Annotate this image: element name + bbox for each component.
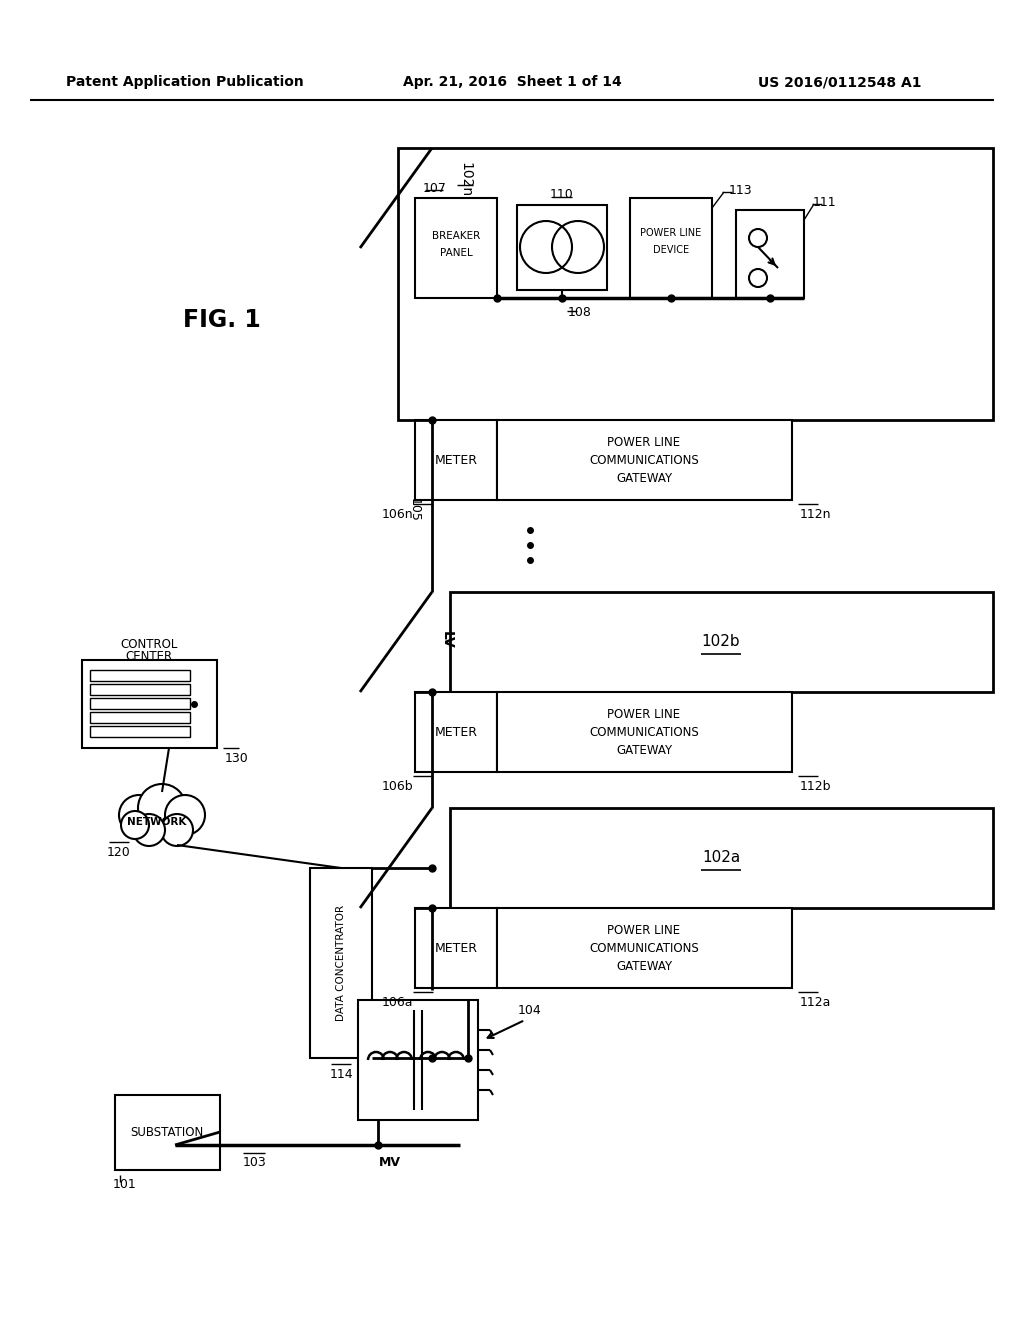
Bar — [415, 420, 497, 500]
Text: POWER LINE: POWER LINE — [640, 228, 701, 238]
Text: 104: 104 — [518, 1003, 542, 1016]
Bar — [90, 726, 190, 737]
Bar — [82, 660, 217, 748]
Text: COMMUNICATIONS: COMMUNICATIONS — [589, 454, 698, 466]
Text: 105: 105 — [408, 498, 421, 521]
Text: COMMUNICATIONS: COMMUNICATIONS — [589, 941, 698, 954]
Text: COMMUNICATIONS: COMMUNICATIONS — [589, 726, 698, 738]
Bar — [415, 908, 497, 987]
Circle shape — [121, 810, 150, 840]
Text: 112b: 112b — [800, 780, 831, 792]
Text: BREAKER: BREAKER — [432, 231, 480, 242]
Text: 106n: 106n — [381, 507, 413, 520]
Circle shape — [133, 814, 165, 846]
Text: US 2016/0112548 A1: US 2016/0112548 A1 — [758, 75, 922, 88]
Text: CONTROL: CONTROL — [120, 638, 178, 651]
Bar — [415, 198, 497, 298]
Bar — [497, 420, 792, 500]
Text: 130: 130 — [225, 751, 249, 764]
Text: LV: LV — [440, 631, 454, 649]
Circle shape — [119, 795, 159, 836]
Bar — [517, 205, 607, 290]
Text: GATEWAY: GATEWAY — [616, 960, 672, 973]
Text: GATEWAY: GATEWAY — [616, 743, 672, 756]
Text: 113: 113 — [728, 183, 752, 197]
Text: 103: 103 — [243, 1156, 267, 1170]
Bar — [90, 684, 190, 696]
Text: DEVICE: DEVICE — [653, 246, 689, 255]
Text: Apr. 21, 2016  Sheet 1 of 14: Apr. 21, 2016 Sheet 1 of 14 — [402, 75, 622, 88]
Bar — [497, 692, 792, 772]
Text: POWER LINE: POWER LINE — [607, 436, 681, 449]
Circle shape — [165, 795, 205, 836]
Circle shape — [138, 784, 186, 832]
Text: METER: METER — [434, 941, 477, 954]
Text: 111: 111 — [812, 195, 836, 209]
Text: 102n: 102n — [458, 162, 472, 198]
Text: METER: METER — [434, 454, 477, 466]
Text: POWER LINE: POWER LINE — [607, 708, 681, 721]
Text: DATA CONCENTRATOR: DATA CONCENTRATOR — [336, 906, 346, 1022]
Text: 108: 108 — [568, 306, 592, 319]
Bar — [415, 692, 497, 772]
Text: METER: METER — [434, 726, 477, 738]
Bar — [358, 1001, 478, 1119]
Text: 110: 110 — [550, 189, 573, 202]
Text: NETWORK: NETWORK — [127, 817, 186, 828]
Bar — [90, 671, 190, 681]
Text: 102b: 102b — [701, 635, 740, 649]
Bar — [450, 591, 993, 692]
Text: 114: 114 — [329, 1068, 353, 1081]
Text: MV: MV — [379, 1156, 401, 1170]
Bar — [310, 869, 372, 1059]
Text: PANEL: PANEL — [439, 248, 472, 257]
Bar — [90, 698, 190, 709]
Text: SUBSTATION: SUBSTATION — [130, 1126, 204, 1138]
Bar — [450, 808, 993, 908]
Text: 112a: 112a — [800, 995, 831, 1008]
Circle shape — [161, 814, 193, 846]
Text: Patent Application Publication: Patent Application Publication — [67, 75, 304, 88]
Bar — [90, 711, 190, 723]
Text: GATEWAY: GATEWAY — [616, 471, 672, 484]
Text: POWER LINE: POWER LINE — [607, 924, 681, 936]
Bar — [398, 148, 993, 420]
Text: FIG. 1: FIG. 1 — [183, 308, 261, 333]
Text: CENTER: CENTER — [125, 649, 173, 663]
Text: 112n: 112n — [800, 507, 831, 520]
Bar — [115, 1096, 220, 1170]
Bar — [630, 198, 712, 298]
Text: 102a: 102a — [701, 850, 740, 866]
Text: 106a: 106a — [382, 995, 413, 1008]
Text: 120: 120 — [108, 846, 131, 858]
Bar — [736, 210, 804, 298]
Text: 106b: 106b — [381, 780, 413, 792]
Bar — [497, 908, 792, 987]
Text: 107: 107 — [423, 181, 446, 194]
Text: 101: 101 — [113, 1179, 137, 1192]
